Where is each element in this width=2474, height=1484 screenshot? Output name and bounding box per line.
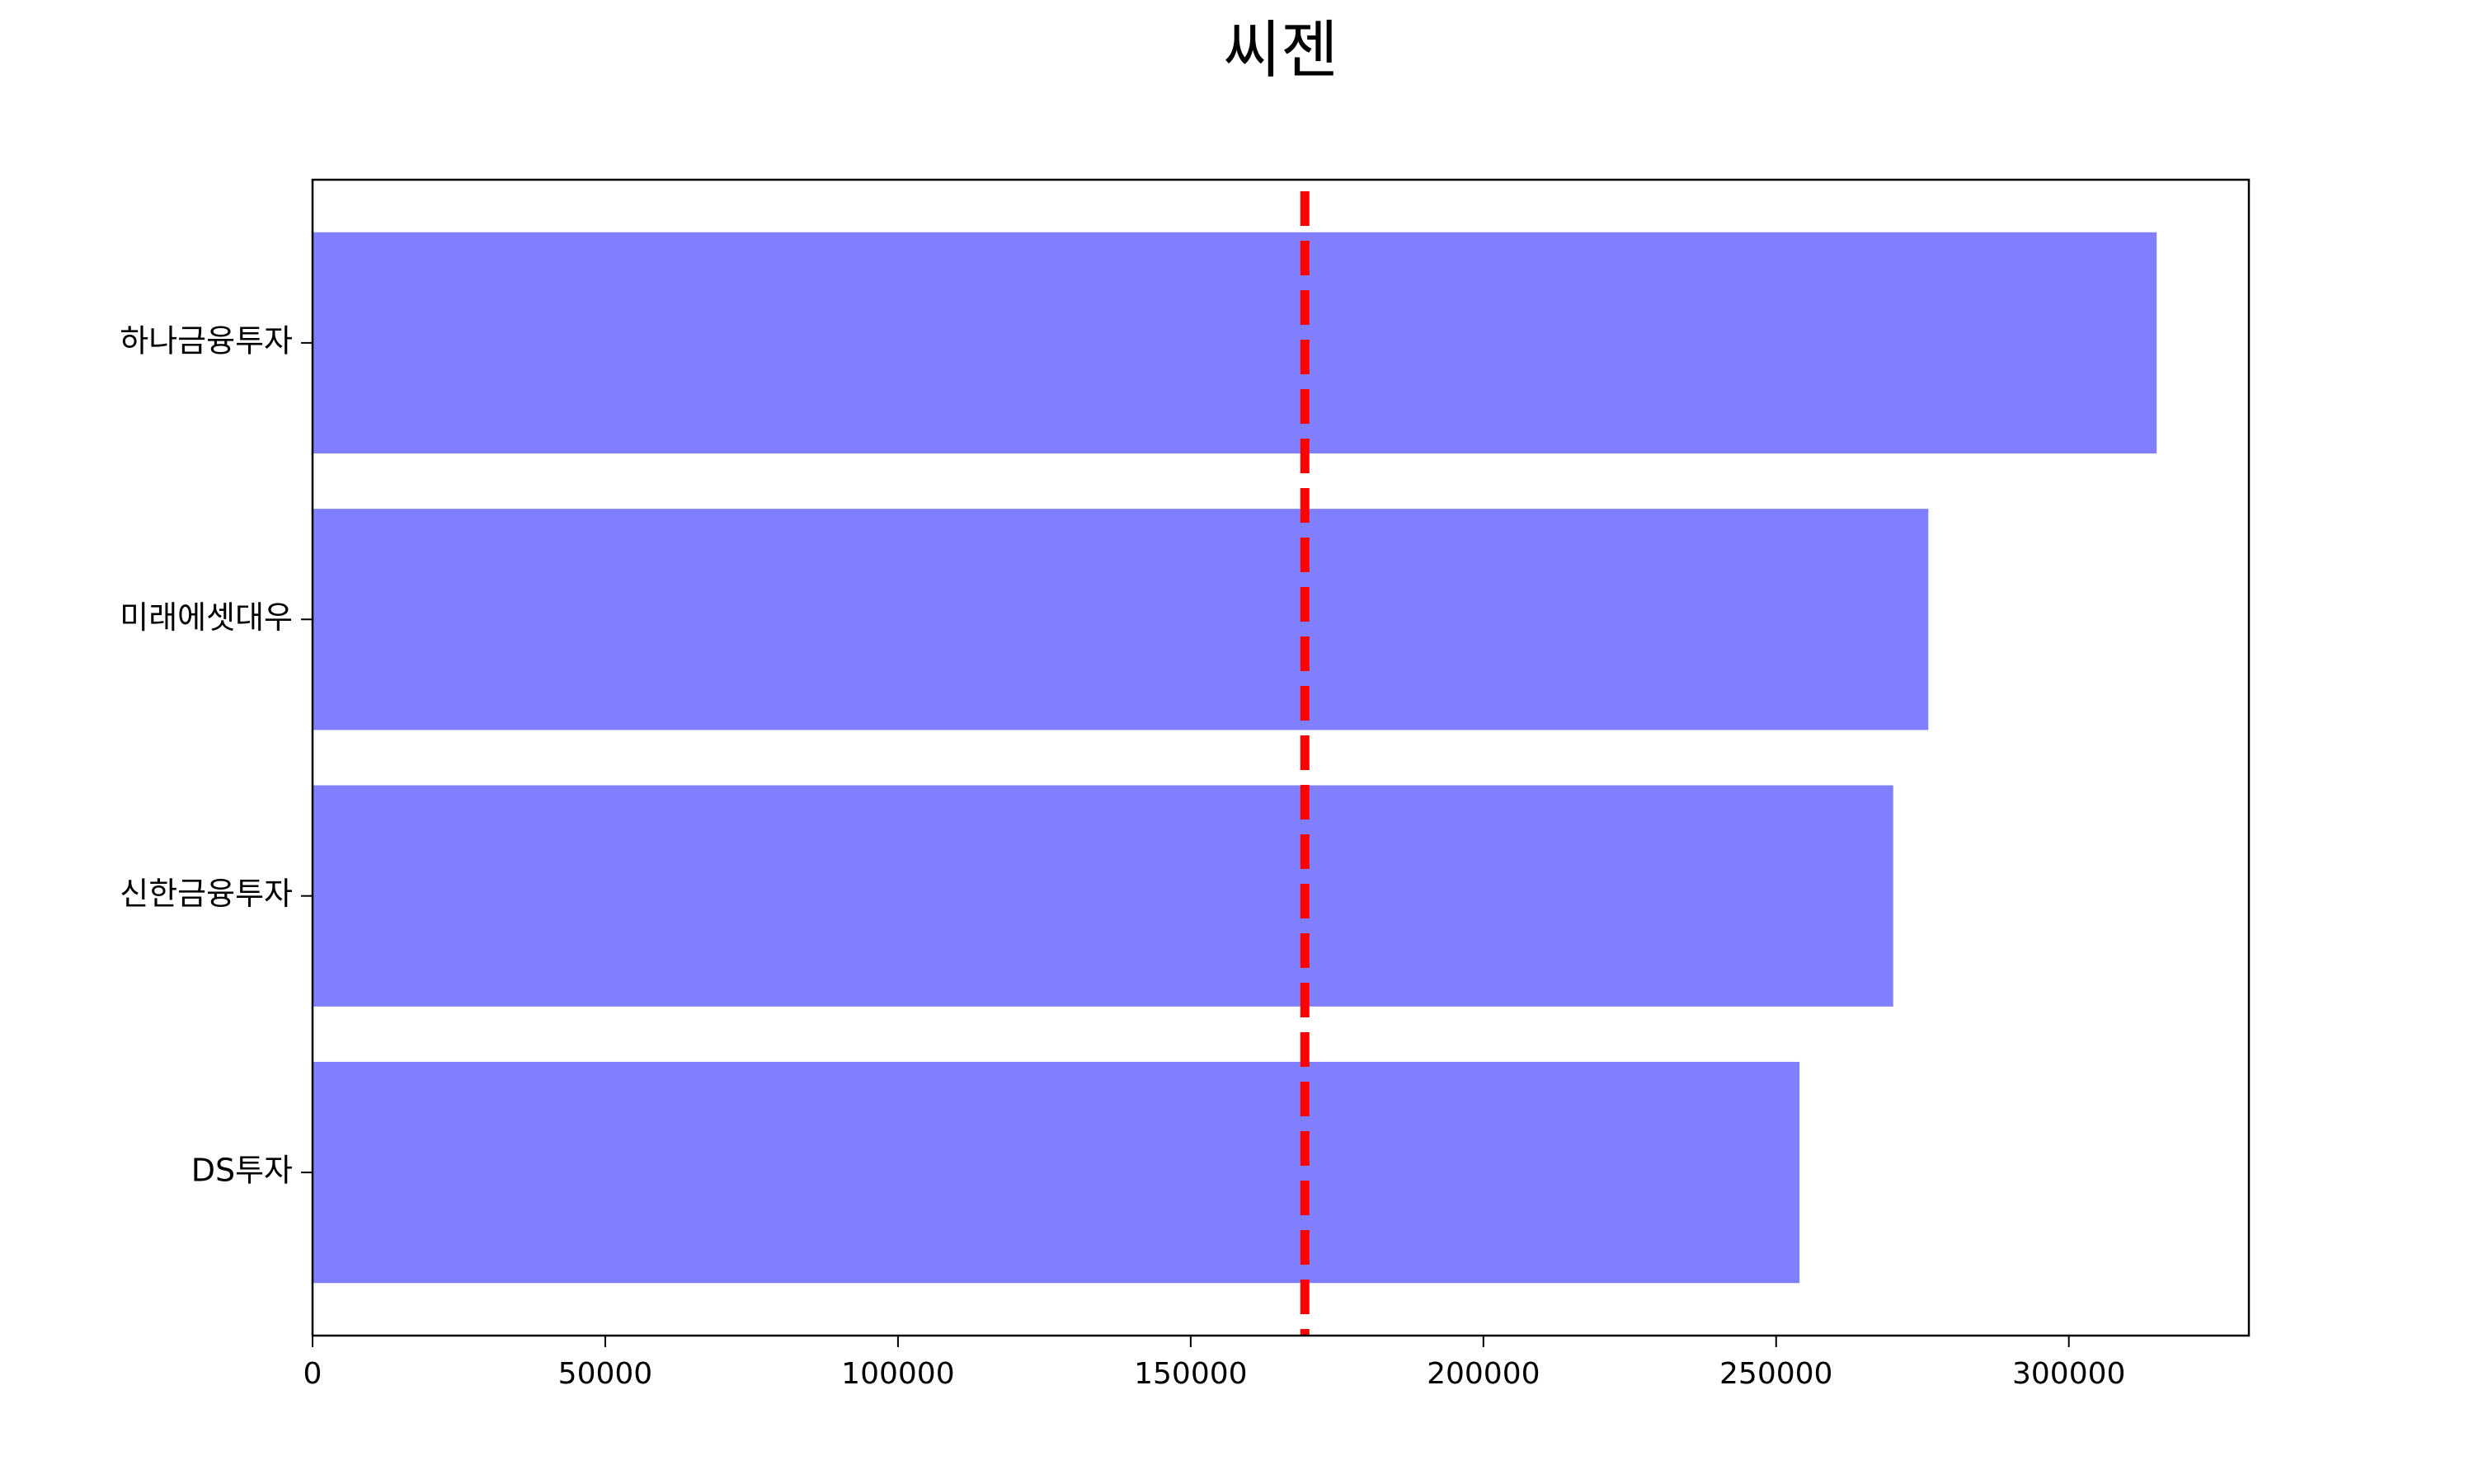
y-tick-label: 신한금융투자 xyxy=(120,876,293,912)
bar xyxy=(313,785,1893,1007)
y-tick-label: 미래에셋대우 xyxy=(120,599,293,636)
plot-frame xyxy=(311,178,2251,1337)
x-tick-label: 50000 xyxy=(558,1357,653,1391)
chart-title: 씨젠 xyxy=(1223,13,1338,87)
x-tick-label: 250000 xyxy=(1719,1357,1832,1391)
x-tick-label: 300000 xyxy=(2012,1357,2125,1391)
x-tick-label: 100000 xyxy=(841,1357,954,1391)
x-tick-label: 200000 xyxy=(1427,1357,1540,1391)
bar xyxy=(313,232,2157,454)
y-tick-label: DS투자 xyxy=(191,1153,293,1189)
x-tick-label: 0 xyxy=(303,1357,322,1391)
bar xyxy=(313,509,1929,730)
x-tick-label: 150000 xyxy=(1134,1357,1247,1391)
y-tick-label: 하나금융투자 xyxy=(120,322,293,359)
bar xyxy=(313,1061,1800,1284)
